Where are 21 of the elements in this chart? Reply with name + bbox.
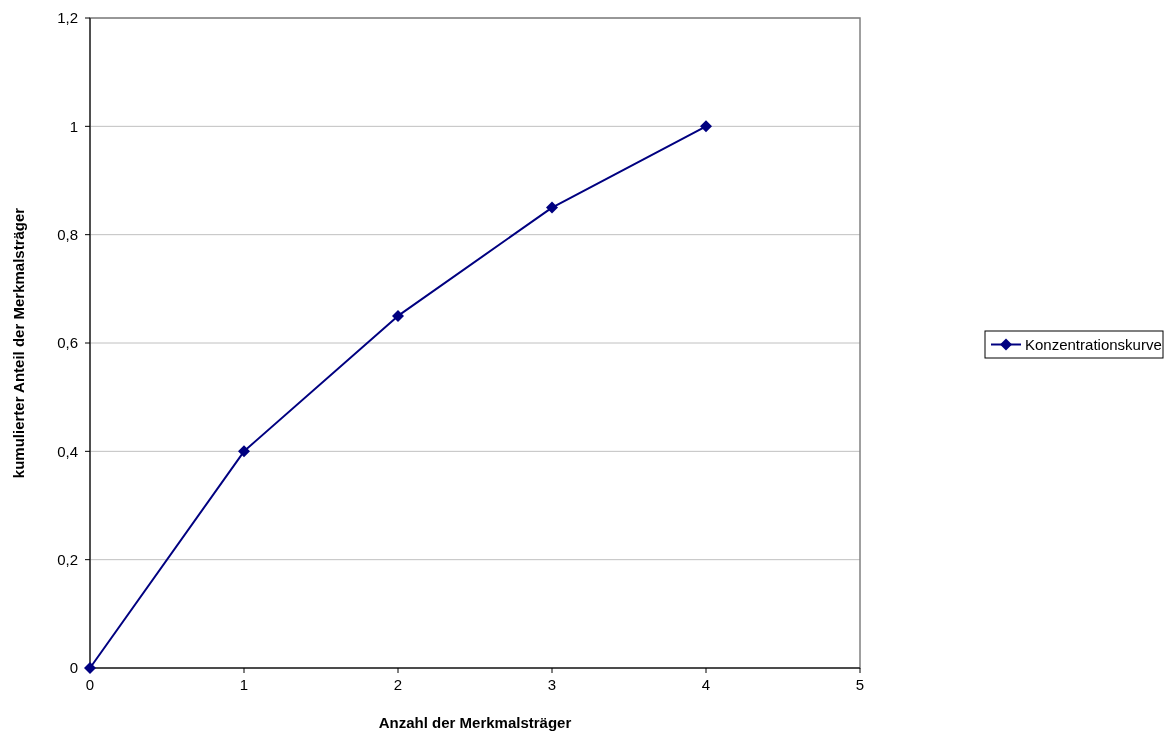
point — [392, 309, 404, 322]
y-tick-label: 1,2 — [57, 9, 78, 27]
y-tick-label: 1 — [69, 117, 78, 135]
x-tick-label: 4 — [701, 676, 711, 693]
point — [238, 445, 250, 458]
x-tick-label: 5 — [855, 676, 865, 693]
y-axis-title: kumulierter Anteil der Merkmalsträger — [10, 207, 27, 479]
y-tick-label: 0 — [69, 659, 78, 677]
legend-label: Konzentrationskurve — [1025, 335, 1162, 353]
y-tick-label: 0,4 — [57, 442, 78, 460]
x-tick-label: 3 — [547, 676, 557, 693]
point — [546, 201, 558, 214]
x-tick-label: 1 — [239, 676, 249, 693]
point — [84, 662, 96, 674]
y-tick-label: 0,6 — [57, 334, 78, 352]
y-tick-label: 0,8 — [57, 225, 78, 243]
x-axis-title: Anzahl der Merkmalsträger — [378, 714, 572, 731]
point — [700, 120, 712, 133]
x-tick-label: 0 — [85, 676, 95, 693]
y-tick-label: 0,2 — [57, 550, 78, 568]
x-tick-label: 2 — [393, 676, 403, 693]
